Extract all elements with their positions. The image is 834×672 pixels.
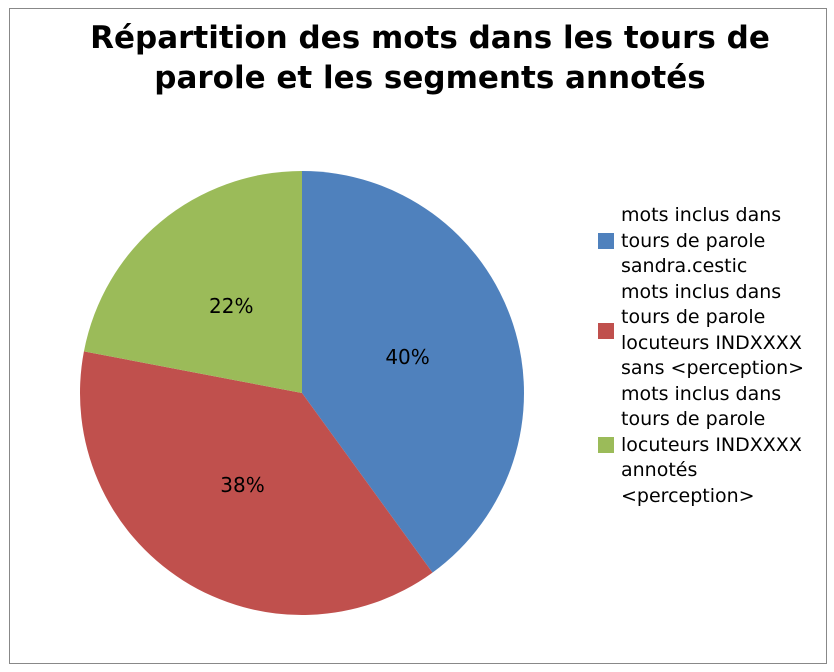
data-label: 22% — [209, 294, 253, 318]
legend-swatch — [598, 233, 614, 250]
legend-label: mots inclus dans tours de parole locuteu… — [621, 280, 805, 380]
pie-slice — [79, 351, 433, 615]
legend-label: mots inclus dans tours de parole sandra.… — [621, 204, 782, 277]
title-line: parole et les segments annotés — [154, 60, 706, 96]
title-line: Répartition des mots dans les tours de — [90, 20, 770, 56]
pie-slice — [83, 171, 303, 393]
data-label: 40% — [385, 345, 429, 369]
legend-entry: mots inclus dans tours de parole locuteu… — [598, 382, 830, 510]
legend-entry: mots inclus dans tours de parole locuteu… — [598, 280, 830, 382]
pie-slice — [302, 171, 524, 573]
data-label: 38% — [220, 473, 264, 497]
legend-label: mots inclus dans tours de parole locuteu… — [621, 382, 802, 507]
legend-swatch — [598, 322, 614, 339]
legend-entry: mots inclus dans tours de parole sandra.… — [598, 203, 830, 280]
legend-swatch — [598, 437, 614, 454]
chart-frame — [9, 8, 827, 664]
chart-title: Répartition des mots dans les tours de p… — [0, 18, 834, 98]
legend: mots inclus dans tours de parole sandra.… — [598, 203, 830, 509]
